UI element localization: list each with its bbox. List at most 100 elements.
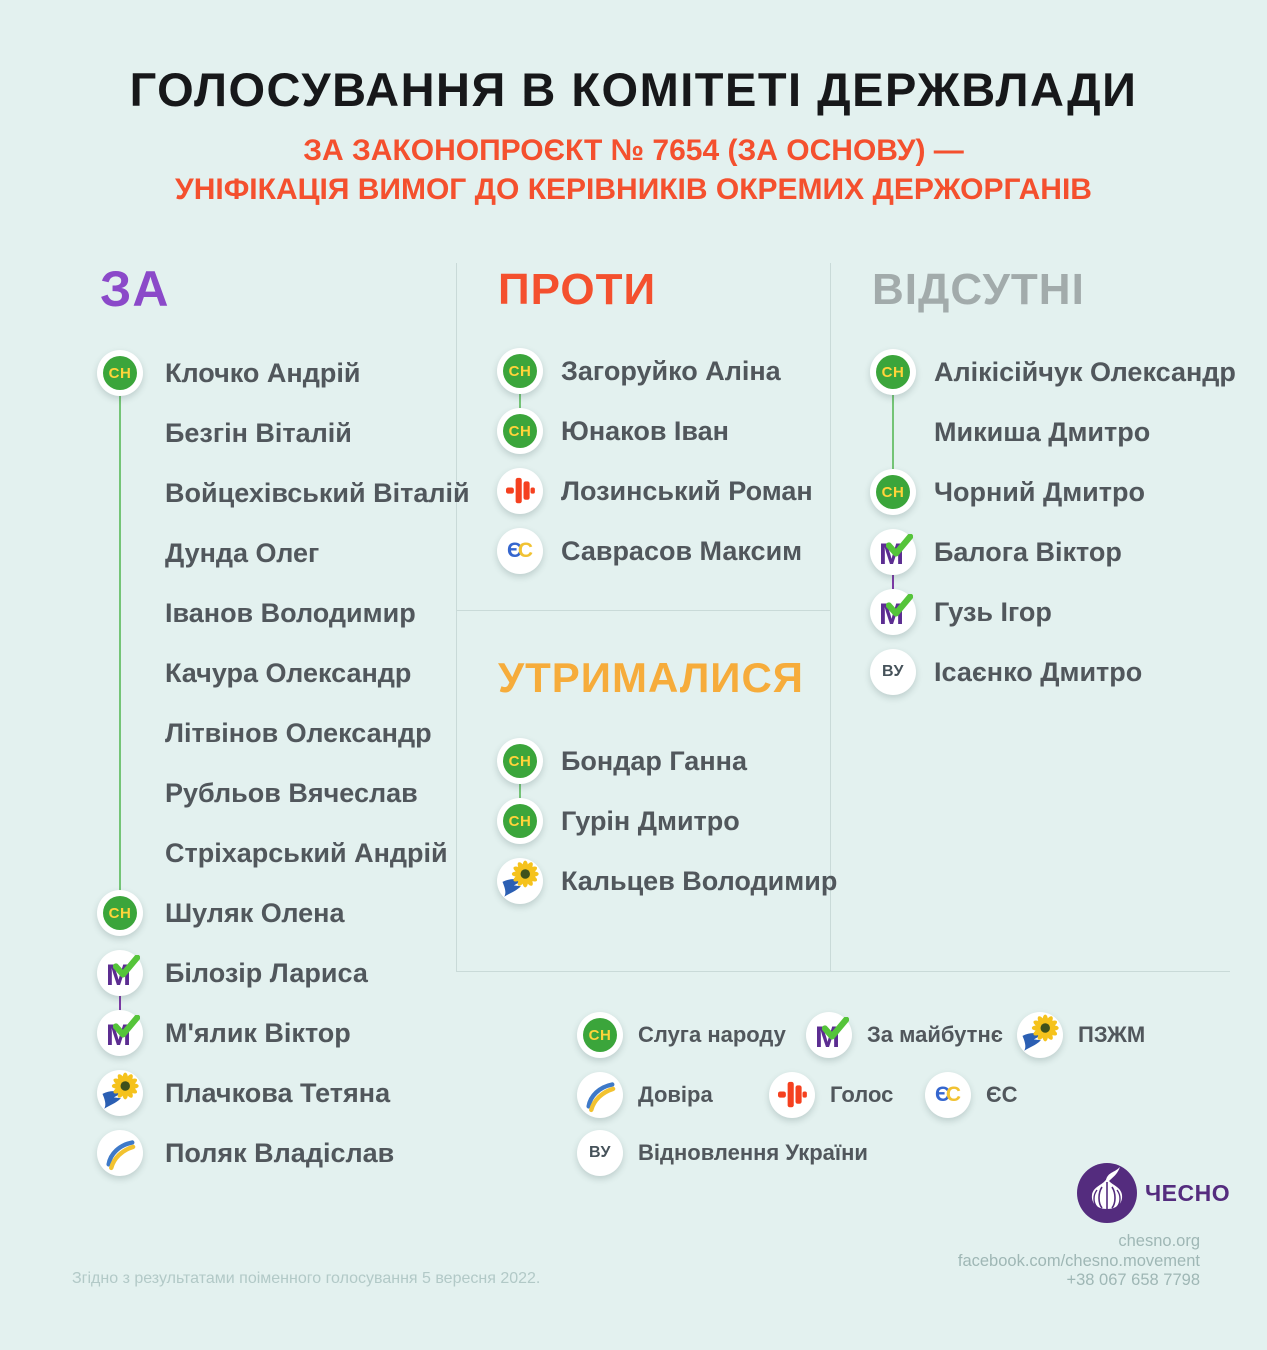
party-badge-slot: СН [497,348,543,394]
column-header-za: ЗА [100,261,170,317]
member-row: СН Алікісійчук Олександр [870,342,1260,402]
member-name: Рубльов Вячеслав [165,777,418,808]
za-maibutnie-icon: М [870,529,916,575]
member-row: М Гузь Ігор [870,582,1260,642]
party-badge-slot [97,770,143,816]
holos-icon [769,1072,815,1118]
pzhm-icon [1017,1012,1063,1058]
member-name: Войцехівський Віталій [165,477,470,508]
party-connector-line [119,973,121,1033]
party-badge-slot: СН [497,738,543,784]
vidnovlennia-ukrainy-icon: ВУ [577,1130,623,1176]
member-row: Поляк Владіслав [97,1123,469,1183]
party-badge-slot: СН [870,349,916,395]
sluha-narodu-icon: СН [97,350,143,396]
party-badge-slot [97,470,143,516]
divider-horizontal-1 [456,610,830,611]
member-row: Стріхарський Андрій [97,823,469,883]
member-name: М'ялик Віктор [165,1017,351,1048]
sluha-narodu-icon: СН [870,469,916,515]
member-name: Білозір Лариса [165,957,368,988]
member-row: СН Шуляк Олена [97,883,469,943]
member-name: Юнаков Іван [561,415,729,446]
member-name: Клочко Андрій [165,357,361,388]
party-badge-slot [97,710,143,756]
sluha-narodu-icon: СН [497,798,543,844]
member-name: Іванов Володимир [165,597,416,628]
legend-label: Голос [830,1082,894,1107]
party-badge-slot: М [97,950,143,996]
party-badge-slot [97,650,143,696]
party-badge-slot [577,1072,623,1118]
party-badge-slot: М [870,529,916,575]
legend-label: За майбутнє [867,1022,1003,1047]
legend-item: Є С ЄС [925,1065,1018,1125]
sluha-narodu-icon: СН [497,408,543,454]
divider-vertical-2 [830,263,831,971]
party-connector-line [892,552,894,612]
sluha-narodu-icon: СН [497,738,543,784]
member-name: Плачкова Тетяна [165,1077,391,1108]
column-za: СН Клочко Андрій Безгін Віталій Войцехівськ… [97,343,470,1188]
legend-label: ПЗЖМ [1078,1022,1146,1047]
member-name: Стріхарський Андрій [165,837,448,868]
member-name: Гурін Дмитро [561,805,740,836]
member-name: Саврасов Максим [561,535,803,566]
party-badge-slot [97,530,143,576]
footer-note: Згідно з результатами поіменного голосув… [72,1270,541,1287]
party-badge-slot [97,1070,143,1116]
phone-number: +38 067 658 7798 [1066,1271,1200,1289]
member-name: Шуляк Олена [165,897,345,928]
member-name: Ісаєнко Дмитро [934,656,1143,687]
party-badge-slot: СН [497,798,543,844]
legend-label: Довіра [638,1082,713,1107]
member-row: Безгін Віталій [97,403,469,463]
member-row: Лозинський Роман [497,461,837,521]
party-badge-slot: ВУ [870,649,916,695]
party-badge-slot [497,468,543,514]
column-utrymalysia: СН Бондар Ганна СН Гурін Дмитро Кальцев Воло… [497,731,837,916]
member-name: Балога Віктор [934,536,1122,567]
member-row: СН Гурін Дмитро [497,791,837,851]
party-badge-slot: СН [870,469,916,515]
member-name: Алікісійчук Олександр [934,356,1236,387]
party-badge-slot [1017,1012,1063,1058]
member-row: М Білозір Лариса [97,943,469,1003]
pzhm-icon [497,858,543,904]
member-row: СН Загоруйко Аліна [497,341,837,401]
sluha-narodu-icon: СН [870,349,916,395]
chesno-garlic-icon [1077,1163,1137,1223]
member-name: Чорний Дмитро [934,476,1145,507]
legend-item: Голос [769,1065,893,1125]
party-badge-slot: СН [97,890,143,936]
contact-info: chesno.org facebook.com/chesno.movement … [958,1232,1200,1291]
column-vidsutni: СН Алікісійчук Олександр Микиша Дмитро СН Чо… [870,342,1260,707]
sluha-narodu-icon: СН [97,890,143,936]
member-row: СН Бондар Ганна [497,731,837,791]
member-name: Гузь Ігор [934,596,1052,627]
member-name: Безгін Віталій [165,417,352,448]
member-row: СН Юнаков Іван [497,401,837,461]
member-name: Микиша Дмитро [934,416,1151,447]
column-header-proty: ПРОТИ [498,265,657,314]
column-proty: СН Загоруйко Аліна СН Юнаков Іван Лозинський… [497,341,837,586]
party-badge-slot: СН [577,1012,623,1058]
member-row: Войцехівський Віталій [97,463,470,523]
member-row: ВУ Ісаєнко Дмитро [870,642,1260,702]
column-header-vidsutni: ВІДСУТНІ [872,265,1085,314]
member-name: Бондар Ганна [561,745,747,776]
divider-horizontal-legend [456,971,1230,972]
party-connector-line [519,371,521,431]
legend-label: ЄС [986,1082,1018,1107]
pzhm-icon [97,1070,143,1116]
vidnovlennia-ukrainy-icon: ВУ [870,649,916,695]
sluha-narodu-icon: СН [577,1012,623,1058]
chesno-wordmark: ЧЕСНО [1145,1179,1231,1206]
legend-item: Довіра [577,1065,713,1125]
party-badge-slot: СН [497,408,543,454]
page-subtitle: ЗА ЗАКОНОПРОЄКТ № 7654 (ЗА ОСНОВУ) — УНІ… [0,131,1267,209]
page-title: ГОЛОСУВАННЯ В КОМІТЕТІ ДЕРЖВЛАДИ [129,63,1138,116]
member-name: Лозинський Роман [561,475,813,506]
